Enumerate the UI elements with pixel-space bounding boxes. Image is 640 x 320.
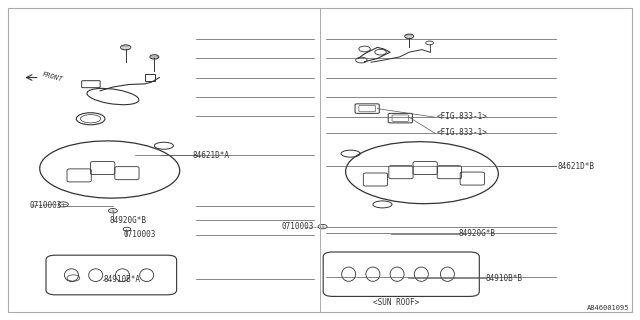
Bar xyxy=(145,74,155,81)
Text: 0710003: 0710003 xyxy=(29,202,62,211)
Text: 84621D*A: 84621D*A xyxy=(193,151,230,160)
Text: A846001095: A846001095 xyxy=(586,305,629,311)
Text: 84910B*B: 84910B*B xyxy=(486,274,523,283)
Text: <FIG.833-1>: <FIG.833-1> xyxy=(436,128,488,137)
Text: 84920G*B: 84920G*B xyxy=(459,229,496,238)
Text: 84920G*B: 84920G*B xyxy=(109,216,147,225)
Text: 84910B*A: 84910B*A xyxy=(103,276,140,284)
Text: <SUN ROOF>: <SUN ROOF> xyxy=(373,298,420,307)
Text: <FIG.833-1>: <FIG.833-1> xyxy=(436,112,488,121)
Text: 0710003: 0710003 xyxy=(124,230,156,239)
Text: FRONT: FRONT xyxy=(42,71,63,83)
Text: 84621D*B: 84621D*B xyxy=(557,162,594,171)
Text: 0710003: 0710003 xyxy=(282,222,314,231)
